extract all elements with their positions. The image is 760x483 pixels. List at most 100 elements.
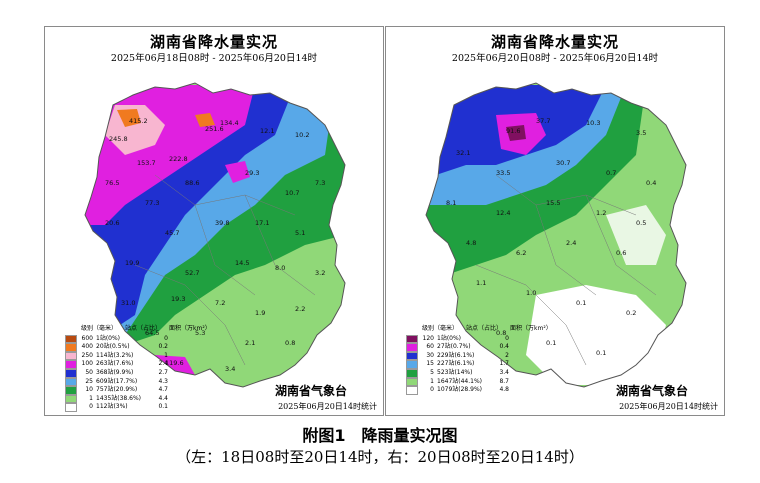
svg-text:0.1: 0.1 [596,349,606,357]
svg-text:14.5: 14.5 [235,259,249,267]
legend-area: 2.7 [158,368,168,376]
legend-col-stations: 站点（占比） [125,325,162,332]
right-map-stat-time: 2025年06月20日14时统计 [619,402,718,411]
left-map-title: 湖南省降水量实况 [149,33,278,51]
svg-text:6.2: 6.2 [516,249,526,257]
svg-text:0.4: 0.4 [646,179,656,187]
legend-row: 0 1079站(28.9%) 4.8 [406,386,552,395]
legend-stations: 1079站(28.9%) [437,386,483,394]
legend-stations: 757站(20.9%) [96,386,138,394]
legend-swatch [406,334,418,344]
svg-text:7.2: 7.2 [215,299,225,307]
legend-stations: 27站(0.7%) [437,343,471,351]
legend-col-area: 面积（万km²） [510,325,552,332]
legend-level: 100 [81,360,93,368]
svg-text:64.5: 64.5 [145,329,159,337]
svg-text:0.1: 0.1 [546,339,556,347]
legend-row: 10 757站(20.9%) 4.7 [65,386,211,395]
legend-row: 250 114站(3.2%) 1 [65,351,211,361]
svg-text:2.4: 2.4 [566,239,576,247]
svg-text:29.3: 29.3 [245,169,259,177]
legend-row: 400 20站(0.5%) 0.2 [65,343,211,352]
legend-level: 10 [85,386,93,394]
svg-text:45.7: 45.7 [165,229,179,237]
legend-level: 25 [85,377,93,385]
right-map-agency: 湖南省气象台 [615,384,688,398]
legend-area: 3.4 [499,368,509,376]
legend-level: 0 [89,403,93,411]
svg-text:0.2: 0.2 [626,309,636,317]
legend-level: 0 [430,386,434,394]
legend-row: 1 1435站(38.6%) 4.4 [65,394,211,404]
right-map-subtitle: 2025年06月20日08时 - 2025年06月20日14时 [451,53,659,64]
svg-text:2.2: 2.2 [295,305,305,313]
svg-text:3.4: 3.4 [225,365,235,373]
svg-text:7.3: 7.3 [315,179,325,187]
legend-stations: 1647站(44.1%) [437,377,483,385]
svg-text:31.0: 31.0 [121,299,135,307]
legend-swatch [406,351,418,361]
svg-text:4.8: 4.8 [466,239,476,247]
legend-area: 8.7 [499,377,509,385]
svg-text:30.7: 30.7 [556,159,570,167]
svg-text:0.6: 0.6 [616,249,626,257]
svg-text:88.6: 88.6 [185,179,199,187]
legend-row: 120 1站(0%) 0 [406,334,552,344]
legend-swatch [406,343,418,352]
svg-text:52.7: 52.7 [185,269,199,277]
legend-stations: 112站(3%) [96,403,128,411]
right-rainfall-map: 湖南省降水量实况 2025年06月20日08时 - 2025年06月20日14时… [385,26,725,416]
legend-level: 50 [85,368,93,376]
svg-text:37.7: 37.7 [536,117,550,125]
svg-text:39.8: 39.8 [215,219,229,227]
svg-text:153.7: 153.7 [137,159,156,167]
legend-stations: 229站(6.1%) [437,351,475,359]
svg-text:15.5: 15.5 [546,199,560,207]
legend-row: 600 1站(0%) 0 [65,334,211,344]
left-map-subtitle: 2025年06月18日08时 - 2025年06月20日14时 [110,53,318,64]
svg-text:251.6: 251.6 [205,125,224,133]
svg-text:134.4: 134.4 [220,119,239,127]
legend-row: 5 523站(14%) 3.4 [406,368,552,378]
left-map-agency: 湖南省气象台 [274,384,347,398]
svg-text:1.0: 1.0 [526,289,536,297]
svg-text:76.5: 76.5 [105,179,119,187]
legend-swatch [406,360,418,369]
legend-swatch [65,377,77,387]
legend-stations: 523站(14%) [437,368,473,376]
right-map-legend: 级别（毫米） 站点（占比） 面积（万km²） 120 1站(0%) 0 60 27站(0… [406,325,552,395]
svg-text:415.2: 415.2 [129,117,148,125]
left-rainfall-map: 湖南省降水量实况 2025年06月18日08时 - 2025年06月20日14时 [44,26,384,416]
svg-text:222.8: 222.8 [169,155,188,163]
legend-swatch [65,394,77,404]
legend-level: 120 [422,334,434,342]
left-map-stat-time: 2025年06月20日14时统计 [278,402,377,411]
legend-stations: 227站(6.1%) [437,360,475,368]
svg-text:10.7: 10.7 [285,189,299,197]
legend-area: 1.7 [499,360,509,368]
svg-text:32.1: 32.1 [456,149,470,157]
svg-text:0.1: 0.1 [576,299,586,307]
right-map-title: 湖南省降水量实况 [490,33,619,51]
legend-area: 0.1 [158,403,168,411]
svg-text:33.5: 33.5 [496,169,510,177]
svg-text:91.6: 91.6 [506,127,520,135]
legend-row: 50 368站(9.9%) 2.7 [65,368,211,378]
right-map-image: 91.6 37.7 10.3 3.5 32.1 33.5 30.7 0.7 0.4 8.1 1… [425,82,687,388]
legend-stations: 609站(17.7%) [96,377,138,385]
svg-text:0.5: 0.5 [636,219,646,227]
legend-row: 1 1647站(44.1%) 8.7 [406,377,552,387]
legend-swatch [406,386,418,395]
legend-stations: 1站(0%) [437,334,462,342]
legend-stations: 263站(7.6%) [96,360,134,368]
svg-text:5.1: 5.1 [295,229,305,237]
svg-text:1.2: 1.2 [596,209,606,217]
legend-area: 2.4 [158,360,168,368]
legend-stations: 1站(0%) [96,334,121,342]
svg-text:245.8: 245.8 [109,135,128,143]
legend-stations: 368站(9.9%) [96,368,134,376]
legend-row: 0 112站(3%) 0.1 [65,403,211,412]
svg-text:2.1: 2.1 [245,339,255,347]
legend-level: 60 [426,343,434,351]
